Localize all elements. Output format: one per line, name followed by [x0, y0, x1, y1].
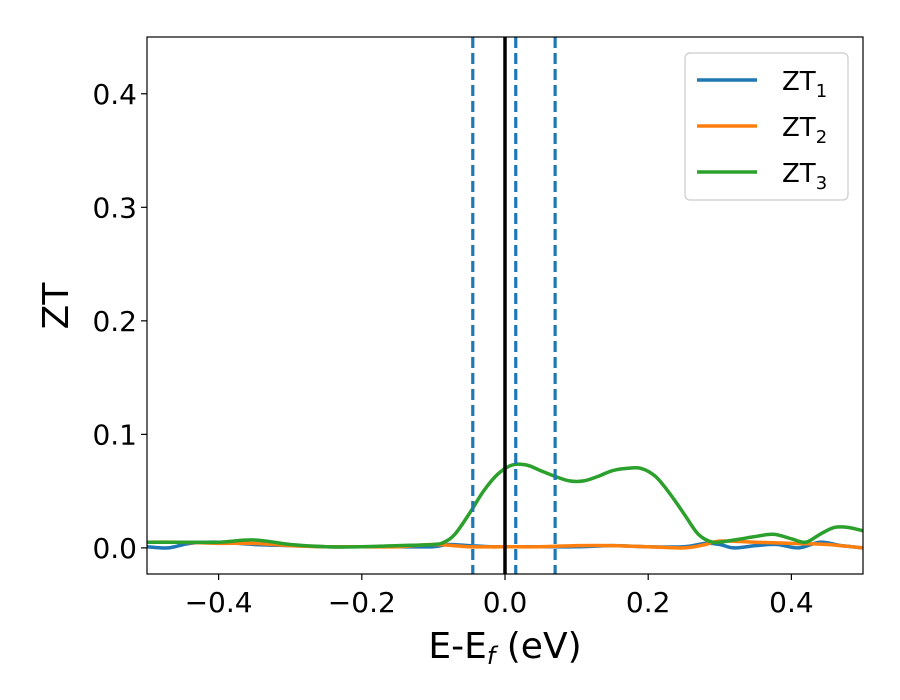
- legend-box: [684, 52, 849, 201]
- legend-label-zt1: ZT1: [782, 67, 827, 102]
- legend-label-zt3: ZT3: [782, 159, 827, 194]
- series-line-zt3: [147, 462, 863, 549]
- x-tick-label: 0.0: [483, 586, 528, 619]
- y-tick-label: 0.0: [92, 532, 137, 565]
- x-tick-label: 0.2: [626, 586, 671, 619]
- y-tick-label: 0.2: [92, 305, 137, 338]
- legend-label-base: ZT: [782, 113, 816, 143]
- x-tick-label: −0.2: [328, 586, 396, 619]
- legend-label-base: ZT: [782, 67, 816, 97]
- x-axis-label-unit: (eV): [495, 626, 581, 667]
- legend-label-base: ZT: [782, 159, 816, 189]
- x-axis-label-main: E-E: [428, 626, 486, 667]
- y-tick-label: 0.4: [92, 78, 137, 111]
- y-axis-label: ZT: [36, 282, 77, 330]
- legend-label-sub: 1: [816, 81, 827, 102]
- y-tick-label: 0.1: [92, 418, 137, 451]
- legend-label-sub: 2: [816, 127, 827, 148]
- legend-label-sub: 3: [816, 173, 827, 194]
- x-tick-label: −0.4: [185, 586, 253, 619]
- legend-label-zt2: ZT2: [782, 113, 827, 148]
- y-tick-label: 0.3: [92, 191, 137, 224]
- x-axis-label: E-Ef (eV): [428, 626, 581, 670]
- x-tick-label: 0.4: [769, 586, 814, 619]
